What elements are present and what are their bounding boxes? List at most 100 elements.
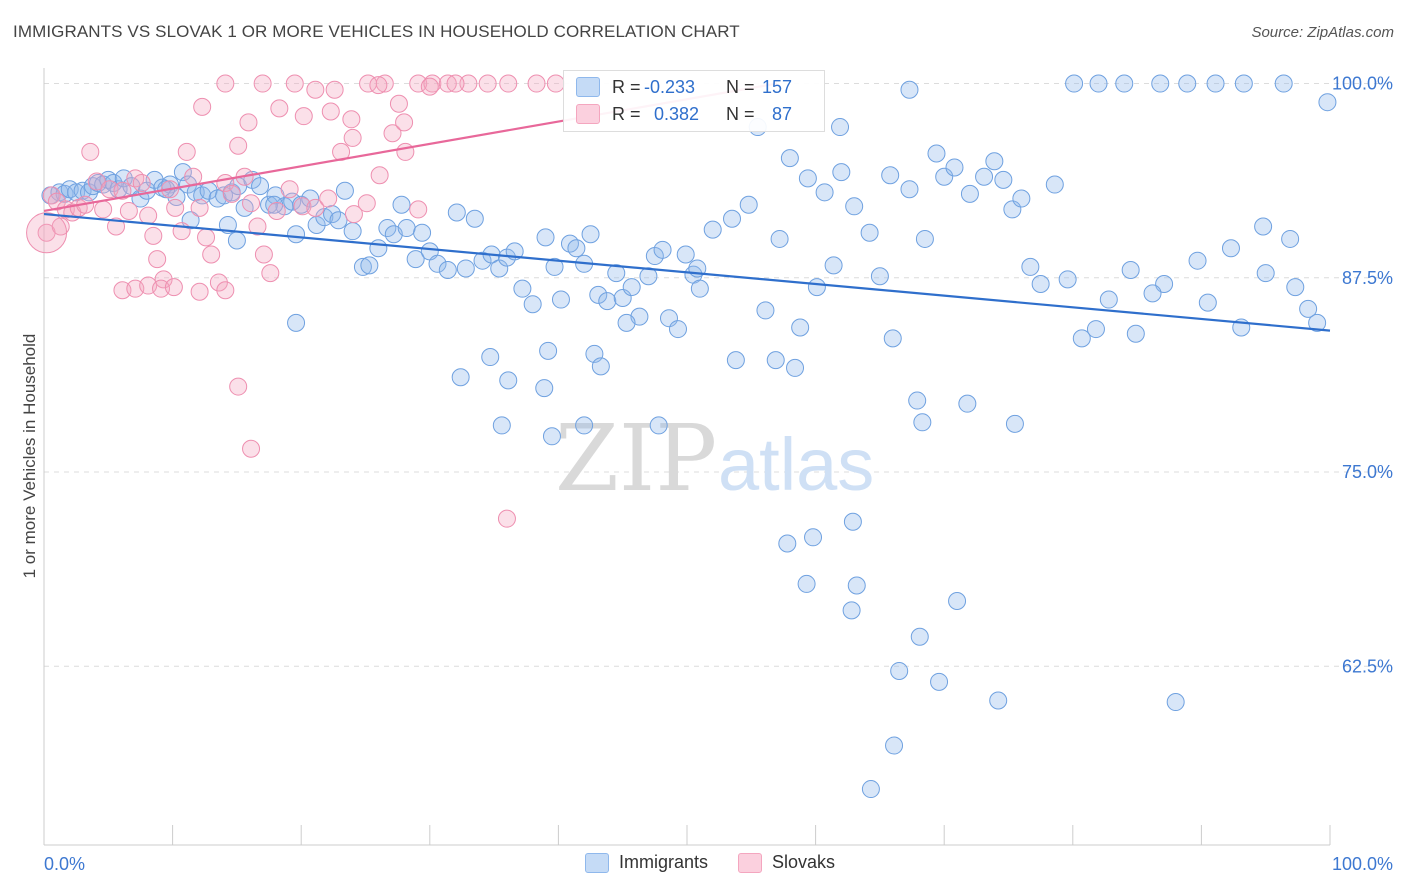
data-point xyxy=(639,267,658,286)
data-point xyxy=(164,278,183,297)
data-point xyxy=(222,184,241,203)
source-note: Source: ZipAtlas.com xyxy=(1251,24,1394,41)
data-point xyxy=(1143,284,1162,303)
data-point xyxy=(119,201,138,220)
data-point xyxy=(218,215,237,234)
data-point xyxy=(649,416,668,435)
data-point xyxy=(513,279,532,298)
data-point xyxy=(1005,414,1024,433)
data-point xyxy=(301,189,320,208)
trend-line-immigrants xyxy=(43,212,1331,332)
data-point xyxy=(99,170,118,189)
data-point xyxy=(930,672,949,691)
data-point xyxy=(242,194,261,213)
legend-item-immigrants[interactable]: Immigrants xyxy=(585,852,708,873)
data-point xyxy=(617,313,636,332)
data-point xyxy=(975,167,994,186)
data-point xyxy=(184,167,203,186)
data-point xyxy=(1178,74,1197,93)
data-point xyxy=(438,74,457,93)
data-point xyxy=(369,76,388,95)
data-point xyxy=(227,231,246,250)
data-point xyxy=(481,348,500,367)
data-point xyxy=(539,341,558,360)
data-point xyxy=(589,285,608,304)
data-point xyxy=(1254,217,1273,236)
data-point xyxy=(546,74,565,93)
data-point xyxy=(690,279,709,298)
data-point xyxy=(242,439,261,458)
data-point xyxy=(139,206,158,225)
data-point xyxy=(527,74,546,93)
data-point xyxy=(723,209,742,228)
data-point xyxy=(881,166,900,185)
data-point xyxy=(622,278,641,297)
data-point xyxy=(216,74,235,93)
data-point xyxy=(235,198,254,217)
data-point xyxy=(438,261,457,280)
n-value: 157 xyxy=(762,76,793,97)
data-point xyxy=(132,173,151,192)
data-point xyxy=(148,250,167,269)
data-points xyxy=(26,74,1337,799)
immigrants-swatch xyxy=(576,77,600,97)
data-point xyxy=(251,177,270,196)
data-point xyxy=(229,377,248,396)
data-point xyxy=(451,368,470,387)
data-point xyxy=(100,180,119,199)
y-tick-label: 87.5% xyxy=(1342,268,1393,288)
data-point xyxy=(329,211,348,230)
data-point xyxy=(478,74,497,93)
data-point xyxy=(360,256,379,275)
data-point xyxy=(67,183,86,202)
data-point xyxy=(1188,251,1207,270)
data-point xyxy=(676,245,695,264)
data-point xyxy=(900,80,919,99)
data-point xyxy=(375,74,394,93)
data-point xyxy=(248,217,267,236)
data-point xyxy=(545,257,564,276)
y-tick-label: 75.0% xyxy=(1342,462,1393,482)
legend-label-slovaks: Slovaks xyxy=(772,852,836,872)
data-point xyxy=(1126,324,1145,343)
data-point xyxy=(560,234,579,253)
legend-item-slovaks[interactable]: Slovaks xyxy=(738,852,835,873)
data-point xyxy=(47,192,66,211)
data-point xyxy=(344,205,363,224)
data-point xyxy=(280,180,299,199)
data-point xyxy=(216,281,235,300)
data-point xyxy=(845,197,864,216)
data-point xyxy=(306,198,325,217)
x-tick-label: 0.0% xyxy=(44,854,85,874)
data-point xyxy=(935,167,954,186)
data-point xyxy=(890,661,909,680)
data-point xyxy=(948,592,967,611)
data-point xyxy=(190,282,209,301)
data-point xyxy=(152,279,171,298)
watermark-zip: ZIP xyxy=(555,405,717,512)
data-point xyxy=(325,80,344,99)
data-point xyxy=(1012,189,1031,208)
data-point xyxy=(542,427,561,446)
tick-labels: 100.0% 87.5% 75.0% 62.5% 0.0% 100.0% xyxy=(44,74,1393,874)
data-point xyxy=(335,181,354,200)
stats-row-immigrants: R = -0.233 N = 157 xyxy=(576,76,792,98)
chart-title: IMMIGRANTS VS SLOVAK 1 OR MORE VEHICLES … xyxy=(13,22,740,41)
data-point xyxy=(591,357,610,376)
data-point xyxy=(927,144,946,163)
data-point xyxy=(287,225,306,244)
data-point xyxy=(94,200,113,219)
data-point-large xyxy=(26,212,68,254)
data-point xyxy=(535,379,554,398)
series-slovaks xyxy=(37,74,565,528)
data-point xyxy=(406,250,425,269)
data-point xyxy=(343,222,362,241)
data-point xyxy=(1099,290,1118,309)
data-point xyxy=(420,77,439,96)
data-point xyxy=(392,195,411,214)
data-point xyxy=(960,184,979,203)
data-point xyxy=(523,295,542,314)
data-point xyxy=(994,170,1013,189)
data-point xyxy=(357,194,376,213)
